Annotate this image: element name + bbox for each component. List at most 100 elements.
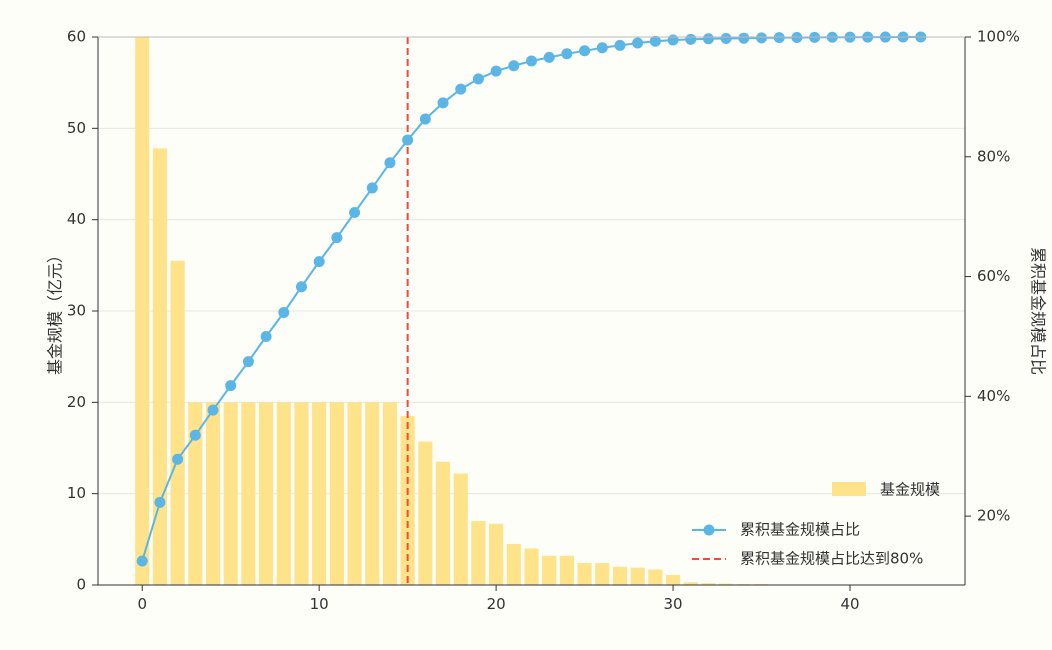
cumulative-point <box>260 330 272 342</box>
cumulative-point <box>349 206 361 218</box>
bar <box>312 402 327 585</box>
y-left-tick-label: 40 <box>67 210 86 228</box>
x-tick-label: 20 <box>487 595 506 613</box>
cumulative-point <box>402 134 414 146</box>
y-left-tick-label: 20 <box>67 393 86 411</box>
cumulative-point <box>490 65 502 77</box>
x-tick-label: 30 <box>664 595 683 613</box>
bar <box>648 569 663 585</box>
bar <box>612 566 628 585</box>
cumulative-point <box>667 34 679 46</box>
cumulative-point <box>154 496 166 508</box>
cumulative-point <box>437 97 449 109</box>
bar <box>559 555 574 585</box>
cumulative-point <box>649 35 661 47</box>
legend-label-threshold: 累积基金规模占比达到80% <box>740 550 923 568</box>
y-right-tick-label: 20% <box>977 507 1010 525</box>
legend-label-line: 累积基金规模占比 <box>740 521 860 539</box>
cumulative-point <box>614 39 626 51</box>
cumulative-point <box>738 32 750 44</box>
cumulative-point <box>419 113 431 125</box>
bar <box>506 543 521 585</box>
cumulative-point <box>526 55 537 67</box>
cumulative-point <box>579 45 591 57</box>
y-right-tick-label: 60% <box>977 267 1010 285</box>
cumulative-point <box>773 32 785 44</box>
bar <box>577 563 592 585</box>
bar <box>294 402 309 585</box>
y-left-tick-label: 10 <box>67 484 86 502</box>
bar <box>241 402 256 585</box>
bar <box>683 582 698 585</box>
cumulative-point <box>278 306 290 318</box>
bar <box>347 402 362 585</box>
cumulative-point <box>189 429 201 441</box>
cumulative-point <box>756 32 768 44</box>
y-left-tick-label: 30 <box>67 302 86 320</box>
cumulative-point <box>508 60 520 72</box>
cumulative-point <box>685 33 697 45</box>
cumulative-point <box>455 83 467 95</box>
bar <box>276 402 291 585</box>
cumulative-point <box>596 42 608 54</box>
line-series-layer <box>136 31 927 567</box>
bar <box>471 521 486 585</box>
bar <box>435 461 451 585</box>
bar <box>329 402 344 585</box>
y-left-tick-label: 0 <box>76 576 86 594</box>
bar <box>719 583 734 585</box>
cumulative-point <box>242 356 254 368</box>
legend-label-bars: 基金规模 <box>880 481 940 499</box>
y-right-tick-label: 80% <box>977 147 1010 165</box>
x-tick-label: 0 <box>137 595 147 613</box>
bar <box>170 260 185 585</box>
bar <box>259 402 274 585</box>
bar <box>205 402 221 585</box>
axis-layer: 0 10 20 30 40 0 10 20 30 40 50 60 20% 40% 60% 80% 100% <box>67 28 1020 614</box>
legend: 基金规模 累积基金规模占比 累积基金规模占比达到80% <box>692 481 940 568</box>
cumulative-point <box>632 37 644 49</box>
y-left-tick-label: 60 <box>67 28 86 46</box>
cumulative-point <box>702 33 714 45</box>
cumulative-point <box>384 157 396 169</box>
cumulative-point <box>543 51 555 63</box>
bar <box>542 555 557 585</box>
y-left-tick-label: 50 <box>67 119 86 137</box>
cumulative-point <box>225 380 237 392</box>
bar <box>665 574 681 585</box>
cumulative-point <box>172 453 184 465</box>
cumulative-point <box>366 182 378 194</box>
bar <box>188 402 203 585</box>
cumulative-point <box>472 73 484 85</box>
bar <box>135 37 150 585</box>
bar <box>382 402 398 585</box>
cumulative-point <box>313 256 325 268</box>
cumulative-point <box>561 48 573 60</box>
y-right-tick-label: 40% <box>977 387 1010 405</box>
bar-series-layer <box>135 37 769 585</box>
bar <box>365 402 380 585</box>
y-axis-left-title: 基金规模（亿元） <box>46 247 65 375</box>
bar <box>595 563 610 585</box>
bar <box>489 523 504 585</box>
legend-swatch-bars <box>832 482 866 496</box>
bar <box>152 148 168 585</box>
y-axis-right-title: 累积基金规模占比 <box>1029 247 1048 375</box>
bar <box>630 567 645 585</box>
y-right-tick-label: 100% <box>977 28 1020 46</box>
cumulative-point <box>295 281 307 293</box>
bar <box>223 402 238 585</box>
bar <box>524 548 539 585</box>
x-tick-label: 40 <box>840 595 859 613</box>
cumulative-point <box>720 32 732 44</box>
bar <box>453 473 468 585</box>
cumulative-point <box>331 232 343 244</box>
legend-swatch-marker <box>703 524 715 536</box>
bar <box>418 441 433 585</box>
cumulative-point <box>207 404 219 416</box>
bar <box>701 583 716 585</box>
cumulative-point <box>136 555 148 567</box>
x-tick-label: 10 <box>310 595 329 613</box>
